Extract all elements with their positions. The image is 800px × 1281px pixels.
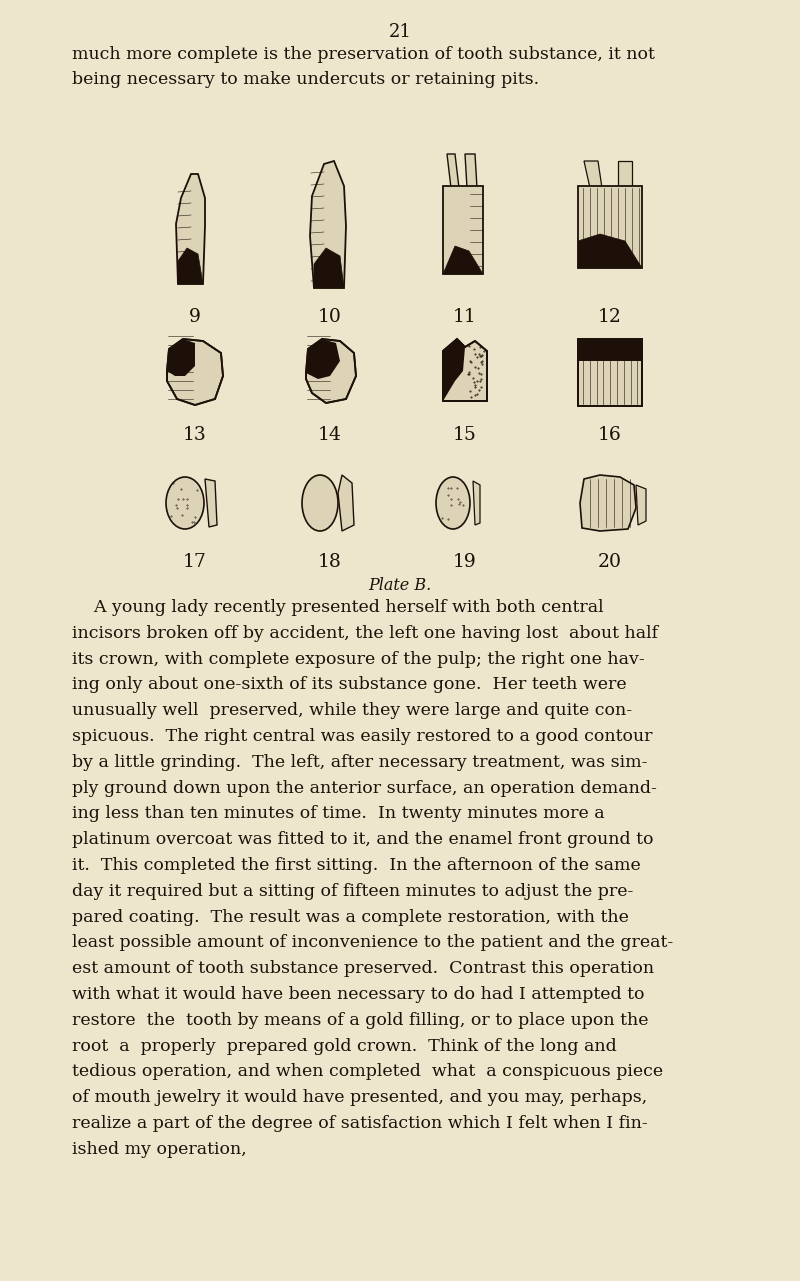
Text: by a little grinding.  The left, after necessary treatment, was sim-: by a little grinding. The left, after ne… — [72, 753, 647, 771]
Text: 19: 19 — [453, 553, 477, 571]
Text: est amount of tooth substance preserved.  Contrast this operation: est amount of tooth substance preserved.… — [72, 961, 654, 977]
Text: day it required but a sitting of fifteen minutes to adjust the pre-: day it required but a sitting of fifteen… — [72, 883, 634, 899]
Polygon shape — [176, 174, 205, 284]
Text: tedious operation, and when completed  what  a conspicuous piece: tedious operation, and when completed wh… — [72, 1063, 663, 1080]
Polygon shape — [447, 154, 459, 188]
Polygon shape — [578, 234, 642, 268]
Text: 12: 12 — [598, 307, 622, 325]
Text: ished my operation,: ished my operation, — [72, 1141, 246, 1158]
Text: 16: 16 — [598, 427, 622, 445]
Text: unusually well  preserved, while they were large and quite con-: unusually well preserved, while they wer… — [72, 702, 632, 719]
Text: 18: 18 — [318, 553, 342, 571]
Text: incisors broken off by accident, the left one having lost  about half: incisors broken off by accident, the lef… — [72, 625, 658, 642]
Polygon shape — [443, 339, 465, 401]
Polygon shape — [338, 475, 354, 532]
Polygon shape — [636, 485, 646, 525]
Text: 15: 15 — [453, 427, 477, 445]
Text: 10: 10 — [318, 307, 342, 325]
Polygon shape — [584, 161, 602, 188]
Polygon shape — [310, 161, 346, 288]
Polygon shape — [618, 161, 632, 188]
Polygon shape — [314, 249, 344, 288]
Text: 20: 20 — [598, 553, 622, 571]
Text: 11: 11 — [453, 307, 477, 325]
Text: much more complete is the preservation of tooth substance, it not: much more complete is the preservation o… — [72, 46, 655, 63]
Text: 17: 17 — [183, 553, 207, 571]
Polygon shape — [178, 249, 203, 284]
Text: platinum overcoat was fitted to it, and the enamel front ground to: platinum overcoat was fitted to it, and … — [72, 831, 654, 848]
Ellipse shape — [302, 475, 338, 532]
Polygon shape — [306, 339, 356, 404]
Text: its crown, with complete exposure of the pulp; the right one hav-: its crown, with complete exposure of the… — [72, 651, 645, 667]
Text: of mouth jewelry it would have presented, and you may, perhaps,: of mouth jewelry it would have presented… — [72, 1089, 647, 1107]
Text: Plate B.: Plate B. — [368, 576, 432, 594]
Ellipse shape — [166, 477, 204, 529]
Polygon shape — [167, 339, 195, 377]
Polygon shape — [205, 479, 217, 526]
Text: ing less than ten minutes of time.  In twenty minutes more a: ing less than ten minutes of time. In tw… — [72, 806, 605, 822]
Text: realize a part of the degree of satisfaction which I felt when I fin-: realize a part of the degree of satisfac… — [72, 1114, 648, 1132]
Polygon shape — [580, 475, 636, 532]
Text: being necessary to make undercuts or retaining pits.: being necessary to make undercuts or ret… — [72, 70, 539, 88]
Polygon shape — [473, 480, 480, 525]
Ellipse shape — [436, 477, 470, 529]
Text: it.  This completed the first sitting.  In the afternoon of the same: it. This completed the first sitting. In… — [72, 857, 641, 874]
Polygon shape — [306, 339, 340, 379]
Polygon shape — [443, 186, 483, 274]
Text: pared coating.  The result was a complete restoration, with the: pared coating. The result was a complete… — [72, 908, 629, 926]
Polygon shape — [443, 246, 483, 274]
Polygon shape — [443, 339, 487, 401]
Text: root  a  properly  prepared gold crown.  Think of the long and: root a properly prepared gold crown. Thi… — [72, 1038, 617, 1054]
Text: spicuous.  The right central was easily restored to a good contour: spicuous. The right central was easily r… — [72, 728, 653, 746]
Text: least possible amount of inconvenience to the patient and the great-: least possible amount of inconvenience t… — [72, 934, 674, 952]
Text: ing only about one-sixth of its substance gone.  Her teeth were: ing only about one-sixth of its substanc… — [72, 676, 626, 693]
Polygon shape — [167, 339, 223, 405]
Text: ply ground down upon the anterior surface, an operation demand-: ply ground down upon the anterior surfac… — [72, 780, 657, 797]
Polygon shape — [465, 154, 477, 188]
Text: with what it would have been necessary to do had I attempted to: with what it would have been necessary t… — [72, 986, 645, 1003]
Polygon shape — [578, 339, 642, 406]
Text: 13: 13 — [183, 427, 207, 445]
Text: 21: 21 — [389, 23, 411, 41]
Polygon shape — [578, 339, 642, 361]
Text: restore  the  tooth by means of a gold filling, or to place upon the: restore the tooth by means of a gold fil… — [72, 1012, 649, 1029]
Text: 9: 9 — [189, 307, 201, 325]
Text: 14: 14 — [318, 427, 342, 445]
Text: A young lady recently presented herself with both central: A young lady recently presented herself … — [72, 600, 604, 616]
Polygon shape — [578, 186, 642, 268]
